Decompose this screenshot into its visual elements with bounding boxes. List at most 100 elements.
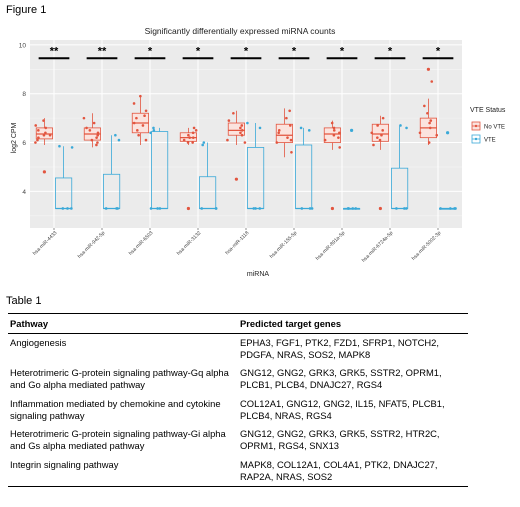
pathway-cell: Angiogenesis [10,336,67,348]
significance-label: * [388,46,393,58]
chart-title: Significantly differentially expressed m… [145,26,336,36]
data-point [439,207,442,210]
data-point [132,102,136,105]
table-row: Angiogenesis EPHA3, FGF1, PTK2, FZD1, SF… [8,333,468,364]
data-point [200,207,204,210]
data-point [191,131,195,135]
data-point [188,136,191,139]
genes-cell: GNG12, GNG2, GRK3, GRK5, SSTR2, HTR2C, O… [240,428,440,451]
data-point [380,133,383,137]
data-point [351,207,355,210]
data-point [202,141,206,144]
pathway-cell: Integrin signaling pathway [8,455,238,488]
data-point [285,116,288,120]
data-point [308,207,312,210]
significance-label: * [436,46,441,58]
data-point [92,121,96,125]
data-point [337,136,340,139]
data-point [310,207,314,210]
significance-label: ** [98,46,107,58]
data-point [136,129,139,132]
data-point [191,136,195,139]
data-point [143,114,146,117]
data-point [156,207,159,210]
genes-cell: COL12A1, GNG12, GNG2, IL15, NFAT5, PLCB1… [240,397,445,421]
significance-label: * [340,46,345,58]
data-point [405,126,408,130]
figure-label: Figure 1 [6,4,47,16]
outlier-point [350,128,354,132]
data-point [428,126,432,130]
data-point [61,207,65,210]
legend-key-point [474,137,478,141]
data-point [332,133,336,137]
data-point [252,207,256,210]
data-point [44,131,47,135]
table-row: Heterotrimeric G-protein signaling pathw… [8,364,468,395]
outlier-point [446,131,450,135]
data-point [66,207,69,210]
significance-label: * [244,46,249,58]
data-point [182,138,186,142]
data-point [243,141,247,144]
data-point [90,138,94,142]
header-target-genes: Predicted target genes [238,313,468,334]
data-point [149,131,152,135]
pathway-cell: Inflammation mediated by chemokine and c… [10,397,221,421]
data-point [34,141,37,144]
data-point [85,126,88,130]
data-point [381,116,385,120]
data-point [144,109,148,113]
data-point [354,207,358,210]
data-point [346,207,350,210]
x-tick-label: hsa-miR-4433 [32,230,59,257]
data-point [194,129,198,132]
data-point [132,121,136,125]
legend-title: VTE Status [470,107,506,114]
x-tick-label: hsa-miR-3132 [176,230,203,257]
data-point [423,104,426,108]
table-row: Heterotrimeric G-protein signaling pathw… [8,425,468,456]
outlier-point [330,206,334,211]
x-tick-label: hsa-miR-1118 [224,230,250,256]
boxplot-chart: Significantly differentially expressed m… [11,26,506,278]
data-point [152,129,156,132]
data-point [454,207,457,210]
data-point [82,116,86,120]
data-point [240,124,244,127]
data-point [95,136,98,139]
data-point [239,126,242,130]
y-tick-label: 8 [22,91,26,98]
legend-key-point [474,124,478,128]
outlier-point [42,170,47,174]
data-point [288,109,291,113]
data-point [70,207,73,210]
data-point [117,138,121,142]
data-point [96,133,100,137]
data-point [449,207,452,210]
data-point [338,131,341,135]
data-point [378,138,382,142]
data-point [258,126,262,130]
data-point [277,131,280,135]
genes-cell: EPHA3, FGF1, PTK2, FZD1, SFRP1, NOTCH2, … [240,336,439,360]
data-point [307,129,311,132]
data-point [44,126,48,130]
x-tick-label: hsa-miR-6724a-5p [361,230,395,264]
data-point [192,126,196,130]
x-tick-label: hsa-miR-942-5p [77,230,107,260]
pathway-table: Pathway Predicted target genes Angiogene… [8,313,468,488]
data-point [370,131,374,135]
data-point [48,133,52,137]
data-point [376,124,379,127]
data-point [191,141,194,144]
y-tick-label: 6 [22,140,26,147]
data-point [96,141,99,144]
data-point [330,121,334,125]
y-tick-label: 10 [19,42,27,49]
data-point [141,124,145,127]
outlier-point [234,177,238,181]
data-point [300,207,304,210]
data-point [372,143,375,147]
data-point [158,207,162,210]
